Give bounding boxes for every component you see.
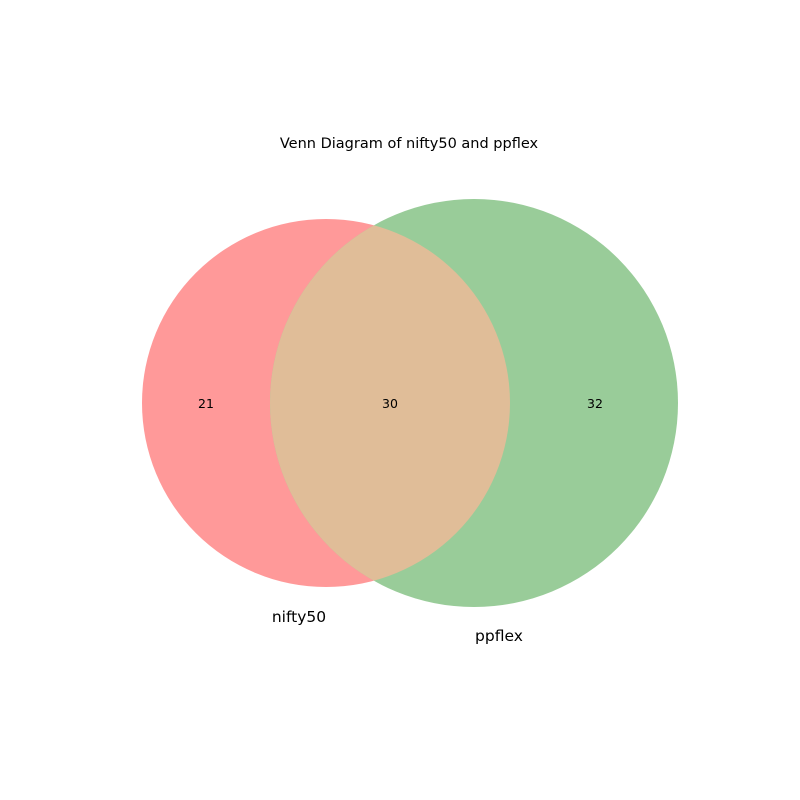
set-label-nifty50: nifty50 [272, 608, 326, 626]
chart-title: Venn Diagram of nifty50 and ppflex [280, 136, 539, 152]
count-intersection: 30 [382, 396, 398, 411]
count-nifty50-only: 21 [198, 396, 214, 411]
count-ppflex-only: 32 [587, 396, 603, 411]
set-intersection [270, 219, 510, 587]
set-label-ppflex: ppflex [475, 627, 523, 645]
